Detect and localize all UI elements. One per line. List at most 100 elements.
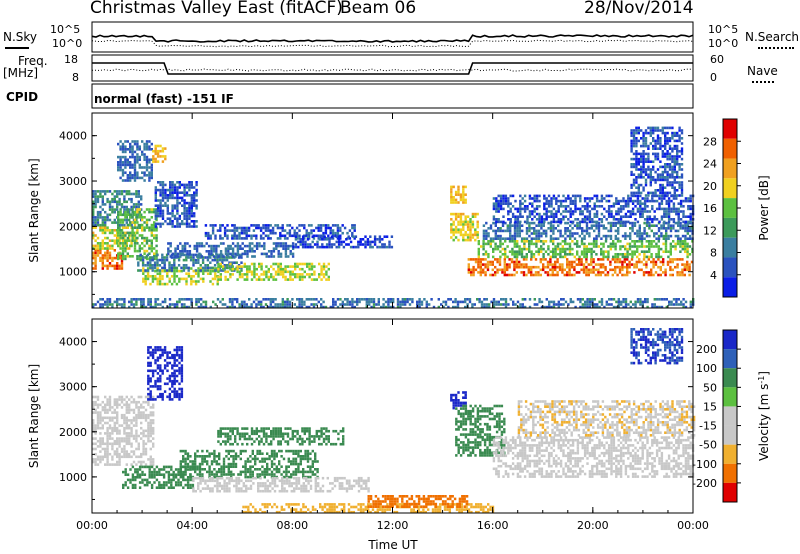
heatmap-region-6 bbox=[152, 144, 167, 163]
velocity-colorbar-tick-label: 200 bbox=[696, 343, 717, 356]
heatmap-region-1 bbox=[92, 395, 155, 466]
heatmap-region-8 bbox=[367, 495, 469, 508]
heatmap-region-20 bbox=[492, 194, 695, 224]
power-colorbar-tick-label: 20 bbox=[703, 180, 717, 193]
nsearch-legend-line bbox=[758, 47, 794, 49]
heatmap-region-16 bbox=[450, 212, 479, 242]
velocity-colorbar-frame bbox=[722, 329, 738, 503]
heatmap-region-12 bbox=[204, 224, 356, 240]
power-colorbar-tick-label: 28 bbox=[703, 135, 717, 148]
heatmap-region-15 bbox=[450, 185, 467, 204]
heatmap-region-9 bbox=[137, 253, 243, 272]
heatmap-region-17 bbox=[467, 258, 694, 277]
heatmap-region-14 bbox=[92, 298, 695, 309]
power-colorbar-swatch bbox=[723, 198, 737, 218]
heatmap-region-13 bbox=[292, 235, 394, 249]
velocity-colorbar-swatch bbox=[723, 368, 737, 388]
power-colorbar-tick-label: 8 bbox=[710, 247, 717, 260]
nave-tick-bottom: 0 bbox=[710, 71, 717, 84]
nave-tick-top: 60 bbox=[710, 53, 724, 66]
velocity-colorbar-swatch bbox=[723, 444, 737, 464]
velocity-colorbar-swatch bbox=[723, 330, 737, 350]
plot-date: 28/Nov/2014 bbox=[584, 0, 694, 18]
heatmap-region-6 bbox=[192, 476, 370, 493]
y-tick-label: 4000 bbox=[59, 130, 87, 143]
power-colorbar-swatch bbox=[723, 178, 737, 199]
nsky-tick-bottom: 10^0 bbox=[52, 37, 83, 50]
heatmap-region-13 bbox=[630, 328, 684, 365]
power-colorbar-tick-label: 4 bbox=[710, 269, 717, 282]
x-axis-label: Time UT bbox=[367, 538, 418, 552]
freq-unit: [MHz] bbox=[3, 66, 39, 80]
velocity-colorbar-tick-label: -100 bbox=[692, 458, 717, 471]
velocity-colorbar-tick-label: 100 bbox=[696, 362, 717, 375]
freq-label: Freq. bbox=[18, 54, 48, 68]
power-colorbar-swatch bbox=[723, 237, 737, 258]
velocity-colorbar-label: Velocity [m s-1] bbox=[757, 371, 771, 461]
heatmap-region-1 bbox=[92, 249, 124, 270]
velocity-colorbar-swatch bbox=[723, 425, 737, 445]
y-tick-label: 4000 bbox=[59, 336, 87, 349]
x-tick-label: 08:00 bbox=[276, 519, 308, 532]
velocity-colorbar-tick-label: -15 bbox=[699, 420, 717, 433]
velocity-colorbar-swatch bbox=[723, 482, 737, 502]
nsky-legend-line bbox=[5, 47, 29, 49]
freq-tick-bottom: 8 bbox=[72, 71, 79, 84]
heatmap-region-18 bbox=[477, 240, 694, 259]
velocity-colorbar-tick-label: -50 bbox=[699, 439, 717, 452]
heatmap-region-2 bbox=[147, 346, 184, 401]
freq-tick-top: 18 bbox=[64, 53, 78, 66]
nsearch-tick-bottom: 10^0 bbox=[708, 37, 739, 50]
velocity-colorbar-swatch bbox=[723, 463, 737, 483]
power-colorbar-swatch bbox=[723, 257, 737, 278]
nave-legend-line bbox=[752, 81, 774, 83]
freq-panel-frame bbox=[91, 54, 694, 82]
x-tick-label: 04:00 bbox=[176, 519, 208, 532]
nave-label: Nave bbox=[747, 64, 778, 78]
power-colorbar-swatch bbox=[723, 119, 737, 139]
nsky-panel-frame bbox=[91, 21, 694, 53]
velocity-colorbar-tick-label: 50 bbox=[703, 381, 717, 394]
y-tick-label: 1000 bbox=[59, 471, 87, 484]
power-axes: 1000 2000 3000 4000 Slant Range [km] bbox=[27, 113, 694, 308]
y-tick-label: 1000 bbox=[59, 266, 87, 279]
velocity-colorbar-tick-label: -200 bbox=[692, 477, 717, 490]
beam-label: Beam 06 bbox=[340, 0, 417, 18]
y-tick-label: 3000 bbox=[59, 381, 87, 394]
y-axis-label: Slant Range [km] bbox=[27, 364, 41, 468]
heatmap-region-5 bbox=[117, 140, 153, 182]
velocity-colorbar-swatch bbox=[723, 387, 737, 407]
heatmap-region-4 bbox=[179, 449, 319, 479]
y-tick-label: 2000 bbox=[59, 426, 87, 439]
power-colorbar-swatch bbox=[723, 158, 737, 179]
velocity-axes: 1000 2000 3000 4000 00:00 04:00 08:00 12:00 16:0… bbox=[27, 319, 709, 532]
power-colorbar-tick-label: 24 bbox=[703, 158, 717, 171]
nsearch-label: N.Search bbox=[745, 30, 800, 44]
power-colorbar-swatch bbox=[723, 138, 737, 159]
power-colorbar-swatch bbox=[723, 277, 737, 297]
plot-title: Christmas Valley East (fitACF) bbox=[90, 0, 343, 18]
freq-trace bbox=[92, 62, 693, 75]
velocity-colorbar: 200 100 50 15 -15 -50 -100 -200 Velocity [m s-1] bbox=[692, 329, 771, 503]
velocity-data-layer bbox=[92, 328, 696, 514]
heatmap-region-21 bbox=[630, 126, 684, 197]
heatmap-region-9 bbox=[450, 391, 467, 410]
heatmap-region-11 bbox=[492, 436, 695, 478]
nsearch-tick-top: 10^5 bbox=[708, 23, 739, 36]
heatmap-region-19 bbox=[482, 221, 694, 240]
power-data-layer bbox=[92, 126, 695, 309]
heatmap-region-5 bbox=[217, 427, 345, 446]
cpid-value: normal (fast) -151 IF bbox=[94, 92, 234, 106]
heatmap-region-7 bbox=[154, 181, 198, 228]
heatmap-region-11 bbox=[217, 262, 330, 281]
heatmap-region-12 bbox=[517, 400, 696, 437]
velocity-colorbar-swatch bbox=[723, 349, 737, 369]
y-tick-label: 3000 bbox=[59, 175, 87, 188]
power-colorbar-swatch bbox=[723, 217, 737, 238]
cpid-label: CPID bbox=[6, 90, 39, 104]
x-tick-label: 12:00 bbox=[377, 519, 409, 532]
nave-trace bbox=[92, 68, 694, 72]
y-tick-label: 2000 bbox=[59, 220, 87, 233]
x-tick-label: 20:00 bbox=[577, 519, 609, 532]
